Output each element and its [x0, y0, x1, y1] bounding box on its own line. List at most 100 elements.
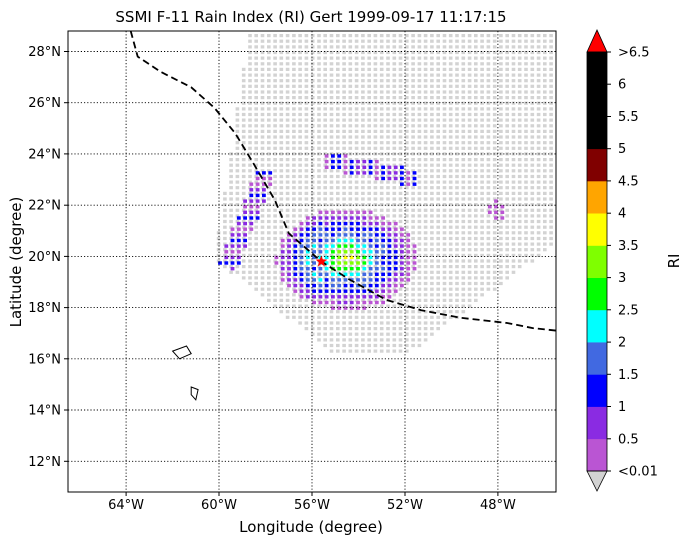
swath-sample	[273, 186, 277, 190]
swath-sample	[254, 270, 258, 274]
swath-sample	[536, 186, 541, 190]
swath-sample	[273, 248, 277, 252]
rain-cell	[406, 182, 411, 186]
swath-sample	[323, 287, 327, 291]
swath-sample	[317, 180, 321, 184]
rain-cell	[381, 165, 385, 169]
swath-sample	[492, 265, 497, 269]
swath-sample	[229, 231, 233, 235]
swath-sample	[405, 298, 409, 302]
swath-sample	[442, 163, 447, 167]
swath-sample	[398, 310, 403, 314]
swath-sample	[505, 45, 509, 49]
swath-sample	[279, 163, 284, 167]
swath-sample	[292, 214, 296, 218]
swath-sample	[235, 203, 240, 207]
swath-sample	[273, 163, 277, 167]
swath-sample	[436, 135, 440, 139]
swath-sample	[235, 259, 240, 263]
swath-sample	[317, 265, 321, 269]
swath-sample	[549, 124, 553, 128]
swath-sample	[373, 203, 378, 207]
swath-sample	[279, 242, 284, 246]
swath-sample	[342, 349, 346, 353]
swath-sample	[329, 276, 334, 280]
swath-sample	[329, 281, 334, 286]
swath-sample	[348, 101, 353, 105]
swath-sample	[373, 214, 378, 218]
swath-sample	[505, 219, 509, 224]
swath-sample	[292, 225, 296, 229]
swath-sample	[398, 174, 403, 179]
swath-sample	[423, 141, 428, 145]
swath-sample	[310, 118, 315, 122]
swath-sample	[361, 124, 365, 128]
swath-sample	[442, 107, 447, 111]
swath-sample	[329, 219, 334, 224]
swath-sample	[436, 45, 440, 49]
swath-sample	[235, 163, 240, 167]
swath-sample	[386, 349, 390, 353]
swath-sample	[549, 186, 553, 190]
swath-sample	[367, 242, 371, 246]
swath-sample	[298, 45, 302, 49]
swath-sample	[543, 236, 547, 241]
swath-sample	[336, 124, 340, 128]
swath-sample	[474, 219, 478, 224]
swath-sample	[379, 349, 384, 353]
rain-cell	[374, 267, 379, 271]
swath-sample	[474, 146, 478, 150]
rain-cell	[337, 221, 342, 226]
swath-sample	[411, 281, 415, 286]
swath-sample	[241, 180, 246, 184]
swath-sample	[436, 186, 440, 190]
rain-cell	[280, 267, 285, 271]
swath-sample	[530, 39, 535, 43]
swath-sample	[417, 158, 422, 162]
rain-cell	[374, 261, 379, 265]
swath-sample	[229, 265, 233, 269]
swath-sample	[342, 186, 346, 190]
colorbar-segment	[587, 116, 607, 150]
swath-sample	[436, 90, 440, 94]
rain-cell	[255, 182, 260, 186]
swath-sample	[392, 287, 397, 291]
swath-sample	[361, 332, 365, 336]
swath-sample	[285, 270, 290, 274]
swath-sample	[455, 101, 459, 105]
swath-sample	[292, 73, 296, 77]
swath-sample	[536, 146, 541, 150]
rain-cell	[381, 255, 385, 260]
swath-sample	[273, 39, 277, 43]
swath-sample	[486, 287, 491, 291]
swath-sample	[329, 265, 334, 269]
swath-sample	[235, 112, 240, 117]
swath-sample	[241, 225, 246, 229]
swath-sample	[373, 129, 378, 133]
swath-sample	[430, 321, 434, 325]
swath-sample	[285, 129, 290, 133]
swath-sample	[492, 219, 497, 224]
rain-cell	[356, 272, 360, 276]
swath-sample	[260, 45, 265, 49]
swath-sample	[492, 146, 497, 150]
swath-sample	[398, 135, 403, 139]
swath-sample	[499, 169, 503, 173]
swath-sample	[467, 39, 472, 43]
swath-sample	[549, 158, 553, 162]
rain-cell	[387, 233, 392, 237]
swath-sample	[229, 180, 233, 184]
swath-sample	[361, 90, 365, 94]
swath-sample	[480, 158, 484, 162]
swath-sample	[392, 203, 397, 207]
rain-cell	[412, 176, 417, 181]
swath-sample	[543, 101, 547, 105]
swath-sample	[480, 73, 484, 77]
swath-sample	[241, 203, 246, 207]
rain-cell	[230, 250, 235, 254]
rain-cell	[293, 261, 298, 265]
swath-sample	[480, 242, 484, 246]
swath-sample	[517, 265, 522, 269]
swath-sample	[373, 141, 378, 145]
rain-cell	[331, 300, 335, 305]
